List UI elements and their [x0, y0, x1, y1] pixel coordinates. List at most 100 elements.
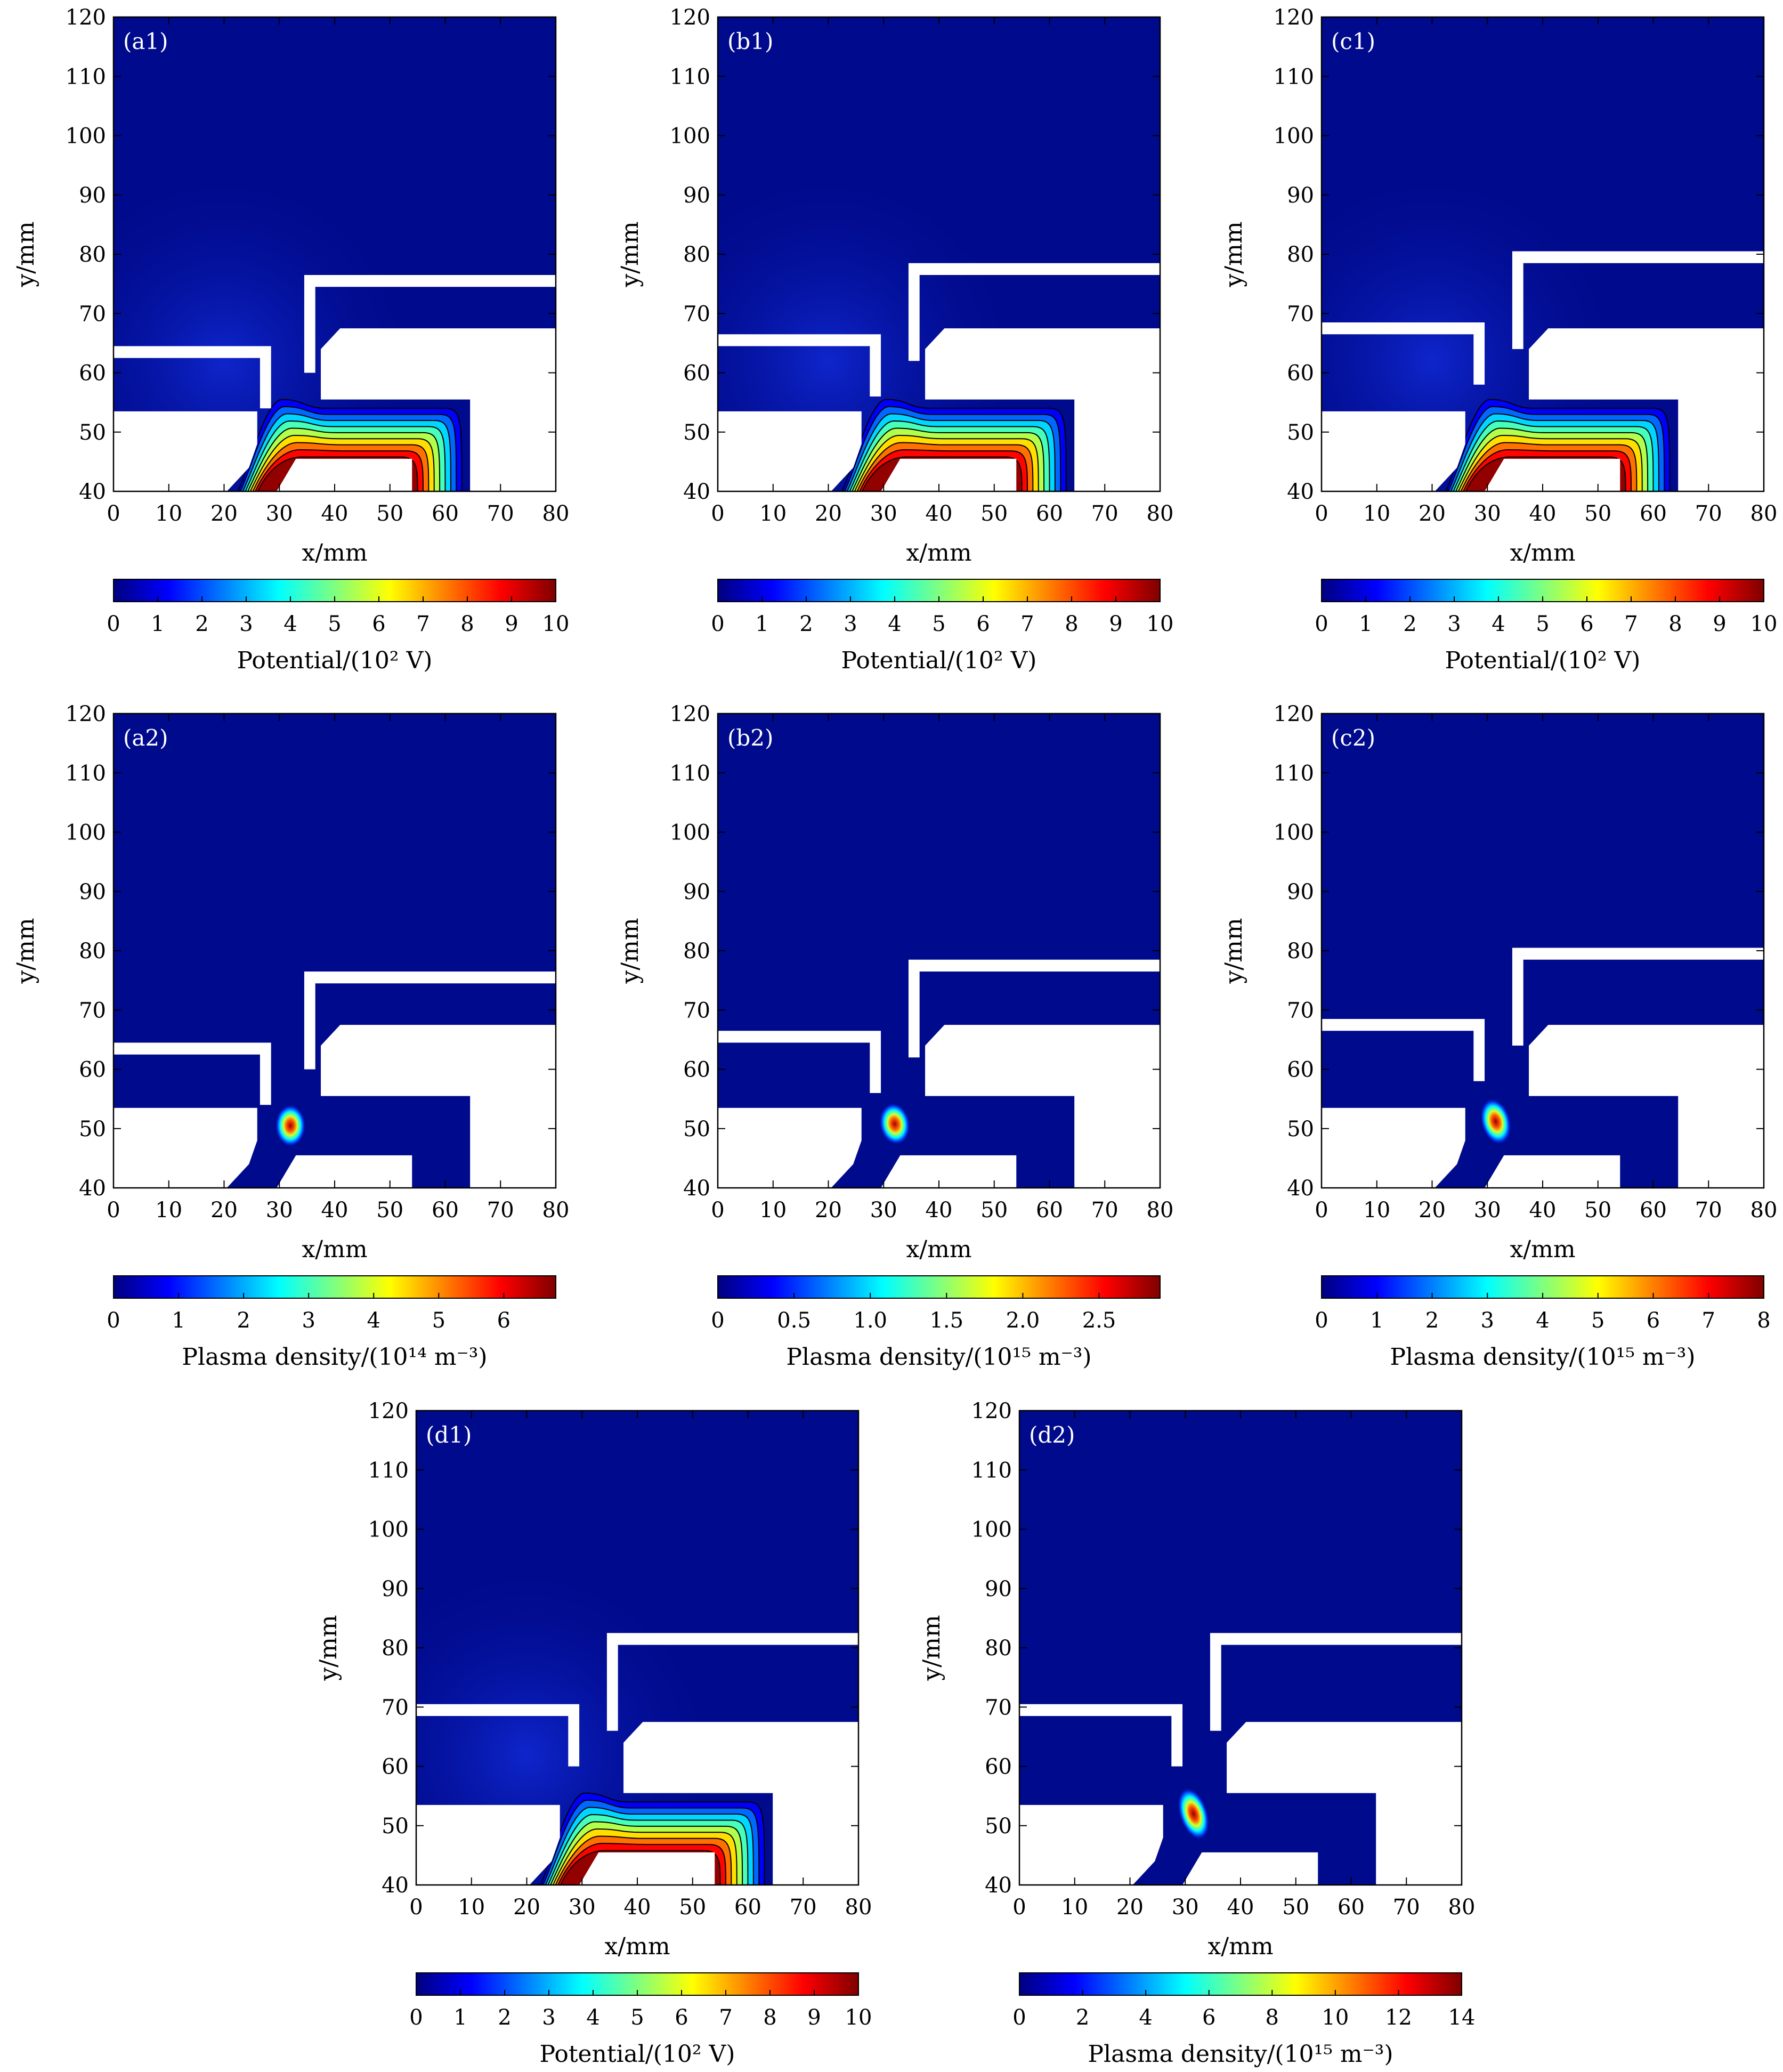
colorbar-tick-label: 10	[1322, 2005, 1349, 2030]
upper-right-strip	[908, 959, 1160, 1058]
colorbar-label: Potential/(10² V)	[841, 647, 1037, 674]
colorbar-label: Plasma density/(10¹⁵ m⁻³)	[786, 1343, 1091, 1371]
y-tick-label: 60	[79, 1058, 106, 1082]
colorbar-tick-label: 2	[1403, 612, 1416, 636]
x-axis-label: x/mm	[302, 539, 367, 566]
x-axis-label: x/mm	[1510, 1236, 1575, 1263]
colorbar-tick-label: 0	[409, 2005, 423, 2030]
x-tick-label: 60	[734, 1895, 761, 1920]
upper-left-strip	[1322, 1018, 1485, 1081]
y-tick-label: 50	[382, 1814, 409, 1839]
right-electrode	[925, 328, 1160, 491]
x-tick-label: 30	[1474, 1198, 1501, 1223]
x-tick-label: 80	[542, 1198, 570, 1223]
y-tick-label: 80	[1287, 939, 1314, 964]
colorbar-tick-label: 4	[367, 1308, 380, 1333]
x-tick-label: 30	[266, 501, 293, 526]
y-tick-label: 90	[1287, 880, 1314, 904]
upper-right-strip	[908, 263, 1160, 361]
x-tick-label: 20	[210, 1198, 238, 1223]
colorbar-tick-label: 6	[1647, 1308, 1660, 1333]
x-tick-label: 20	[815, 501, 842, 526]
right-electrode	[1529, 1025, 1764, 1188]
density-hotspot	[274, 1104, 306, 1147]
right-electrode	[321, 1025, 556, 1188]
x-tick-label: 0	[1315, 1198, 1328, 1223]
x-axis-label: x/mm	[604, 1933, 670, 1960]
colorbar-tick-label: 2	[195, 612, 208, 636]
plot-area	[114, 714, 556, 1188]
right-electrode	[623, 1722, 858, 1885]
x-tick-label: 50	[980, 501, 1008, 526]
colorbar-tick-label: 5	[932, 612, 945, 636]
plot-area	[114, 17, 556, 491]
x-tick-label: 0	[1315, 501, 1328, 526]
x-tick-label: 70	[790, 1895, 817, 1920]
colorbar-tick-label: 1	[151, 612, 164, 636]
panel-c1: 0 10 20 30 40 50 60 70 80405060708090100110120x/…	[1220, 5, 1777, 674]
y-tick-label: 70	[382, 1695, 409, 1720]
colorbar-tick-label: 9	[807, 2005, 821, 2030]
left-electrode	[114, 1107, 257, 1188]
y-tick-label: 80	[79, 939, 106, 964]
colorbar-tick-label: 4	[1139, 2005, 1152, 2030]
x-tick-label: 70	[1393, 1895, 1420, 1920]
x-tick-label: 10	[155, 501, 182, 526]
x-tick-label: 0	[409, 1895, 423, 1920]
y-tick-label: 90	[1287, 183, 1314, 208]
y-tick-label: 110	[368, 1458, 409, 1483]
colorbar-tick-label: 6	[976, 612, 990, 636]
colorbar-tick-label: 7	[719, 2005, 732, 2030]
y-tick-label: 50	[985, 1814, 1012, 1839]
panel-d2: 0 10 20 30 40 50 60 70 80405060708090100110120x/…	[918, 1399, 1475, 2068]
colorbar-label: Potential/(10² V)	[237, 647, 433, 674]
y-tick-label: 70	[1287, 998, 1314, 1023]
plot-area	[1019, 1411, 1462, 1885]
x-tick-label: 30	[870, 501, 897, 526]
x-tick-label: 30	[266, 1198, 293, 1223]
x-tick-label: 80	[1147, 501, 1174, 526]
colorbar-tick-label: 2.5	[1082, 1308, 1116, 1333]
x-tick-label: 30	[569, 1895, 596, 1920]
upper-right-strip	[304, 971, 556, 1070]
colorbar-tick-label: 5	[1536, 612, 1549, 636]
x-tick-label: 20	[1419, 501, 1446, 526]
x-axis-label: x/mm	[1510, 539, 1575, 566]
colorbar-tick-label: 3	[239, 612, 253, 636]
x-tick-label: 10	[1363, 1198, 1390, 1223]
x-tick-label: 10	[1363, 501, 1390, 526]
y-tick-label: 100	[368, 1518, 409, 1542]
x-tick-label: 30	[870, 1198, 897, 1223]
upper-right-strip	[1210, 1633, 1462, 1731]
y-tick-label: 90	[683, 183, 710, 208]
y-axis-label: y/mm	[1220, 221, 1247, 287]
x-tick-label: 50	[1584, 501, 1611, 526]
colorbar-tick-label: 0	[711, 612, 724, 636]
colorbar-tick-label: 0	[1315, 1308, 1328, 1333]
y-tick-label: 50	[1287, 1117, 1314, 1142]
colorbar-tick-label: 2.0	[1006, 1308, 1040, 1333]
colorbar-tick-label: 2	[237, 1308, 250, 1333]
x-tick-label: 50	[376, 1198, 403, 1223]
colorbar	[113, 1275, 556, 1299]
y-tick-label: 40	[79, 480, 106, 504]
plot-area	[718, 17, 1160, 491]
y-tick-label: 60	[1287, 1058, 1314, 1082]
left-electrode	[416, 1804, 560, 1885]
colorbar-tick-label: 8	[1757, 1308, 1770, 1333]
y-tick-label: 60	[382, 1755, 409, 1779]
colorbar-tick-label: 0	[711, 1308, 724, 1333]
colorbar-tick-label: 10	[1750, 612, 1778, 636]
colorbar-tick-label: 1	[1359, 612, 1372, 636]
colorbar-tick-label: 9	[1109, 612, 1122, 636]
colorbar-tick-label: 0	[107, 612, 120, 636]
density-hotspot	[1480, 1098, 1512, 1145]
x-tick-label: 40	[1227, 1895, 1254, 1920]
upper-left-strip	[718, 1031, 881, 1093]
y-tick-label: 90	[382, 1577, 409, 1601]
y-tick-label: 40	[382, 1873, 409, 1898]
y-tick-label: 80	[1287, 242, 1314, 267]
x-tick-label: 40	[926, 1198, 953, 1223]
y-tick-label: 50	[683, 420, 710, 445]
left-electrode	[1019, 1804, 1163, 1885]
